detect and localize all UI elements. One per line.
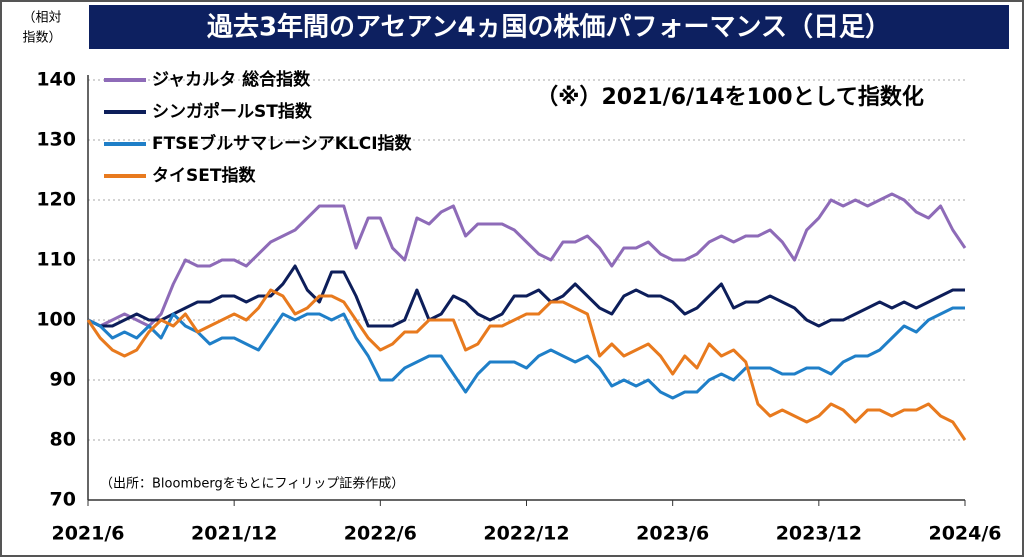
annotation: （※）2021/6/14を100として指数化 [536, 84, 924, 110]
y-tick-label: 70 [50, 489, 76, 511]
y-tick-label: 120 [36, 189, 76, 211]
chart-title: 過去3年間のアセアン4ヵ国の株価パフォーマンス（日足） [207, 12, 891, 43]
x-tick-label: 2021/12 [191, 523, 277, 545]
y-tick-label: 90 [50, 369, 76, 391]
legend-label: タイSET指数 [152, 165, 256, 186]
y-axis-label: 指数） [22, 31, 61, 46]
y-tick-label: 100 [36, 309, 76, 331]
y-tick-label: 110 [36, 249, 76, 271]
x-tick-label: 2023/6 [636, 523, 709, 545]
y-tick-label: 80 [50, 429, 76, 451]
x-tick-label: 2022/12 [483, 523, 569, 545]
x-tick-label: 2022/6 [344, 523, 417, 545]
y-axis-label: （相対 [22, 11, 61, 26]
source: （出所：Bloombergをもとにフィリップ証券作成） [100, 476, 404, 492]
x-tick-label: 2021/6 [51, 523, 124, 545]
legend-label: ジャカルタ 総合指数 [152, 69, 311, 90]
x-tick-label: 2023/12 [776, 523, 862, 545]
series-line [87, 264, 965, 328]
legend-label: シンガポールST指数 [152, 101, 313, 122]
legend-label: FTSEブルサマレーシアKLCI指数 [152, 133, 413, 154]
x-tick-label: 2024/6 [928, 523, 1001, 545]
title-bar [87, 3, 1011, 51]
series-line [87, 306, 965, 400]
y-tick-label: 140 [36, 69, 76, 91]
series-line [87, 192, 967, 328]
series-line [86, 288, 967, 441]
y-tick-label: 130 [36, 129, 76, 151]
